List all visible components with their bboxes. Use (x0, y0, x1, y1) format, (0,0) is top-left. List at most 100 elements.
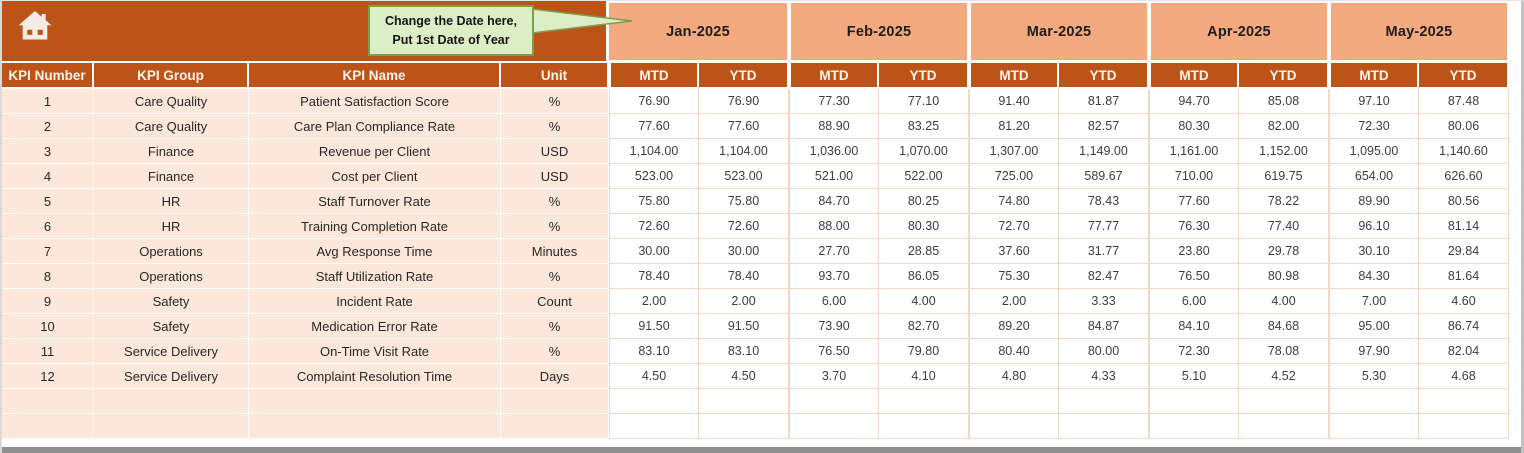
empty-cell[interactable] (501, 389, 609, 414)
value-cell[interactable]: 88.00 (789, 214, 879, 239)
value-cell[interactable]: 89.90 (1329, 189, 1419, 214)
kpi-number-cell[interactable]: 3 (2, 139, 94, 164)
value-cell[interactable]: 80.30 (1149, 114, 1239, 139)
value-cell[interactable]: 1,307.00 (969, 139, 1059, 164)
empty-cell[interactable] (879, 389, 969, 414)
unit-cell[interactable]: Days (501, 364, 609, 389)
kpi-name-cell[interactable]: On-Time Visit Rate (249, 339, 501, 364)
empty-cell[interactable] (1239, 414, 1329, 439)
kpi-group-cell[interactable]: Operations (94, 239, 249, 264)
unit-cell[interactable]: % (501, 314, 609, 339)
empty-cell[interactable] (249, 414, 501, 439)
kpi-group-cell[interactable]: Safety (94, 314, 249, 339)
unit-cell[interactable]: % (501, 264, 609, 289)
value-cell[interactable]: 72.60 (699, 214, 789, 239)
empty-cell[interactable] (1419, 414, 1509, 439)
kpi-group-cell[interactable]: Safety (94, 289, 249, 314)
value-cell[interactable]: 80.25 (879, 189, 969, 214)
kpi-name-cell[interactable]: Cost per Client (249, 164, 501, 189)
value-cell[interactable]: 78.43 (1059, 189, 1149, 214)
kpi-name-cell[interactable]: Medication Error Rate (249, 314, 501, 339)
empty-cell[interactable] (1059, 389, 1149, 414)
value-cell[interactable]: 4.52 (1239, 364, 1329, 389)
kpi-group-cell[interactable]: HR (94, 214, 249, 239)
kpi-name-cell[interactable]: Patient Satisfaction Score (249, 89, 501, 114)
kpi-group-cell[interactable]: Service Delivery (94, 364, 249, 389)
unit-cell[interactable]: Minutes (501, 239, 609, 264)
kpi-number-cell[interactable]: 8 (2, 264, 94, 289)
value-cell[interactable]: 77.60 (699, 114, 789, 139)
unit-cell[interactable]: % (501, 189, 609, 214)
value-cell[interactable]: 75.80 (699, 189, 789, 214)
value-cell[interactable]: 4.00 (879, 289, 969, 314)
kpi-group-cell[interactable]: Care Quality (94, 89, 249, 114)
value-cell[interactable]: 1,104.00 (609, 139, 699, 164)
value-cell[interactable]: 77.40 (1239, 214, 1329, 239)
value-cell[interactable]: 73.90 (789, 314, 879, 339)
kpi-group-cell[interactable]: Service Delivery (94, 339, 249, 364)
value-cell[interactable]: 93.70 (789, 264, 879, 289)
value-cell[interactable]: 84.10 (1149, 314, 1239, 339)
kpi-name-cell[interactable]: Training Completion Rate (249, 214, 501, 239)
kpi-group-cell[interactable]: Finance (94, 164, 249, 189)
empty-cell[interactable] (789, 414, 879, 439)
value-cell[interactable]: 76.90 (609, 89, 699, 114)
value-cell[interactable]: 77.77 (1059, 214, 1149, 239)
kpi-group-cell[interactable]: Care Quality (94, 114, 249, 139)
kpi-number-cell[interactable]: 12 (2, 364, 94, 389)
value-cell[interactable]: 1,152.00 (1239, 139, 1329, 164)
value-cell[interactable]: 3.70 (789, 364, 879, 389)
value-cell[interactable]: 522.00 (879, 164, 969, 189)
value-cell[interactable]: 84.87 (1059, 314, 1149, 339)
unit-cell[interactable]: % (501, 339, 609, 364)
value-cell[interactable]: 5.10 (1149, 364, 1239, 389)
month-header-jan[interactable]: Jan-2025 (609, 1, 789, 63)
value-cell[interactable]: 2.00 (969, 289, 1059, 314)
value-cell[interactable]: 72.70 (969, 214, 1059, 239)
value-cell[interactable]: 77.60 (1149, 189, 1239, 214)
value-cell[interactable]: 74.80 (969, 189, 1059, 214)
value-cell[interactable]: 30.10 (1329, 239, 1419, 264)
value-cell[interactable]: 72.30 (1329, 114, 1419, 139)
kpi-number-cell[interactable]: 10 (2, 314, 94, 339)
value-cell[interactable]: 82.70 (879, 314, 969, 339)
value-cell[interactable]: 6.00 (789, 289, 879, 314)
value-cell[interactable]: 76.90 (699, 89, 789, 114)
kpi-name-cell[interactable]: Avg Response Time (249, 239, 501, 264)
value-cell[interactable]: 80.40 (969, 339, 1059, 364)
empty-cell[interactable] (789, 389, 879, 414)
kpi-number-cell[interactable]: 4 (2, 164, 94, 189)
kpi-group-cell[interactable]: Finance (94, 139, 249, 164)
value-cell[interactable]: 94.70 (1149, 89, 1239, 114)
value-cell[interactable]: 654.00 (1329, 164, 1419, 189)
value-cell[interactable]: 87.48 (1419, 89, 1509, 114)
month-header-mar[interactable]: Mar-2025 (969, 1, 1149, 63)
kpi-name-cell[interactable]: Care Plan Compliance Rate (249, 114, 501, 139)
value-cell[interactable]: 1,070.00 (879, 139, 969, 164)
value-cell[interactable]: 77.10 (879, 89, 969, 114)
value-cell[interactable]: 1,095.00 (1329, 139, 1419, 164)
empty-cell[interactable] (1239, 389, 1329, 414)
value-cell[interactable]: 5.30 (1329, 364, 1419, 389)
value-cell[interactable]: 75.30 (969, 264, 1059, 289)
empty-cell[interactable] (1329, 389, 1419, 414)
unit-cell[interactable]: USD (501, 164, 609, 189)
value-cell[interactable]: 72.60 (609, 214, 699, 239)
value-cell[interactable]: 80.00 (1059, 339, 1149, 364)
value-cell[interactable]: 76.50 (1149, 264, 1239, 289)
value-cell[interactable]: 1,161.00 (1149, 139, 1239, 164)
empty-cell[interactable] (699, 414, 789, 439)
value-cell[interactable]: 6.00 (1149, 289, 1239, 314)
value-cell[interactable]: 76.50 (789, 339, 879, 364)
unit-cell[interactable]: USD (501, 139, 609, 164)
value-cell[interactable]: 81.87 (1059, 89, 1149, 114)
kpi-name-cell[interactable]: Revenue per Client (249, 139, 501, 164)
kpi-name-cell[interactable]: Staff Turnover Rate (249, 189, 501, 214)
kpi-group-cell[interactable]: Operations (94, 264, 249, 289)
value-cell[interactable]: 82.00 (1239, 114, 1329, 139)
empty-cell[interactable] (1149, 389, 1239, 414)
value-cell[interactable]: 2.00 (609, 289, 699, 314)
kpi-number-cell[interactable]: 2 (2, 114, 94, 139)
value-cell[interactable]: 27.70 (789, 239, 879, 264)
empty-cell[interactable] (969, 389, 1059, 414)
